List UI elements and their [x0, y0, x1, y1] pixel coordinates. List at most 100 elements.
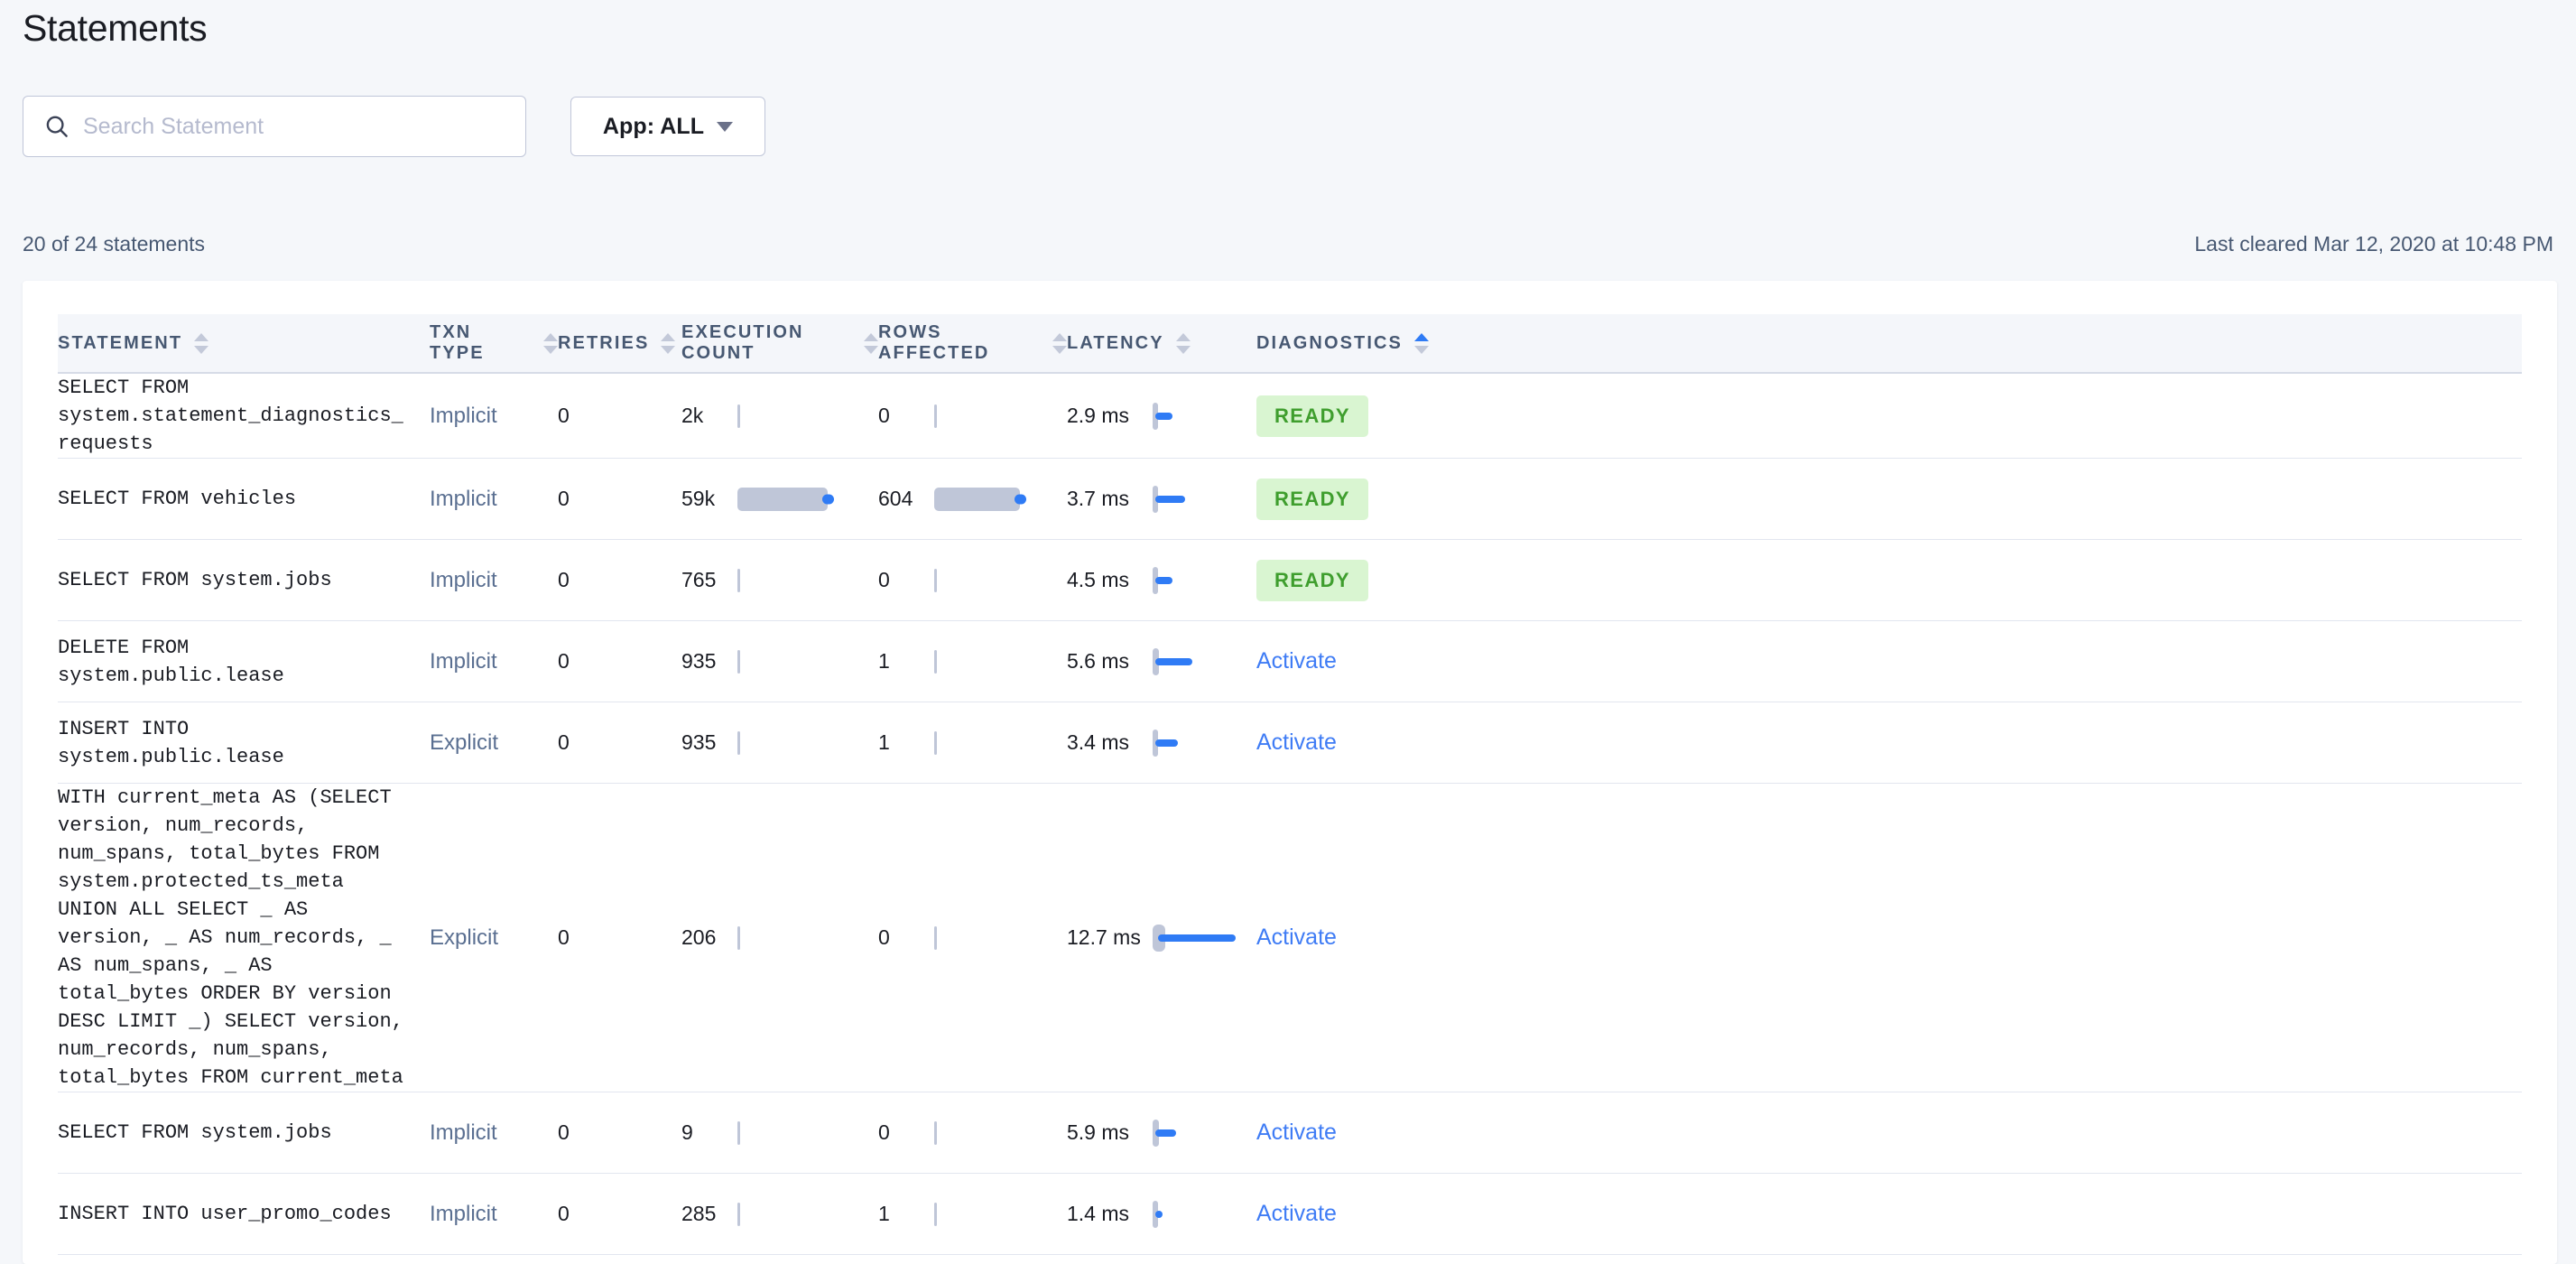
rows-affected-cell: 1	[878, 1202, 1067, 1227]
sort-toggle[interactable]	[543, 328, 558, 358]
sort-ascending-icon[interactable]	[194, 332, 209, 341]
sort-ascending-icon[interactable]	[543, 332, 558, 341]
column-header-diagnostics[interactable]: DIAGNOSTICS	[1256, 328, 2522, 358]
app-filter-label: App: ALL	[602, 113, 705, 139]
latency-value: 12.7 ms	[1067, 925, 1141, 949]
activate-diagnostics-link[interactable]: Activate	[1256, 1201, 1337, 1226]
rows-affected-bar-tick	[934, 730, 937, 755]
rows-affected-bar	[934, 404, 1067, 429]
latency-mean-line	[1155, 657, 1192, 665]
sort-ascending-icon[interactable]	[661, 332, 676, 341]
statement-text[interactable]: DELETE FROM system.public.lease	[58, 636, 284, 687]
latency-bar	[1153, 647, 1256, 676]
execution-count-bar	[737, 568, 878, 593]
sort-toggle[interactable]	[864, 328, 878, 358]
sort-toggle[interactable]	[1052, 328, 1067, 358]
execution-count-bar	[737, 1202, 878, 1227]
rows-affected-value: 0	[878, 568, 890, 591]
column-header-label: DIAGNOSTICS	[1256, 332, 1403, 353]
sort-ascending-icon[interactable]	[1175, 332, 1191, 341]
activate-diagnostics-link[interactable]: Activate	[1256, 730, 1337, 755]
rows-affected-bar-tick	[934, 404, 937, 428]
sort-descending-icon[interactable]	[864, 345, 878, 354]
table-row[interactable]: DELETE FROM system.public.lease Implicit 0…	[58, 621, 2522, 702]
sort-toggle[interactable]	[1414, 328, 1429, 358]
execution-count-cell: 2k	[681, 404, 878, 429]
sort-descending-icon[interactable]	[1175, 345, 1191, 354]
execution-count-bar-tick	[737, 404, 740, 428]
table-row[interactable]: SELECT FROM system.jobs Implicit 0 765 0 4.5 …	[58, 540, 2522, 621]
retries-value: 0	[558, 568, 570, 591]
statements-table-card: STATEMENT TXN TYPE RETRIES EXECUTION COUNT R…	[23, 281, 2557, 1264]
activate-diagnostics-link[interactable]: Activate	[1256, 648, 1337, 674]
column-header-retries[interactable]: RETRIES	[558, 328, 681, 358]
execution-count-bar	[737, 730, 878, 756]
search-box[interactable]	[23, 96, 526, 157]
column-header-latency[interactable]: LATENCY	[1067, 328, 1256, 358]
statements-table: STATEMENT TXN TYPE RETRIES EXECUTION COUNT R…	[58, 314, 2522, 1255]
table-row[interactable]: SELECT FROM system.jobs Implicit 0 9 0 5.9 ms…	[58, 1092, 2522, 1174]
diagnostics-cell: Activate	[1256, 1201, 2522, 1227]
statement-text[interactable]: SELECT FROM system.jobs	[58, 1121, 332, 1144]
diagnostics-cell: Activate	[1256, 925, 2522, 951]
latency-mean-line	[1154, 739, 1179, 747]
activate-diagnostics-link[interactable]: Activate	[1256, 1120, 1337, 1145]
txn-type-value: Implicit	[430, 403, 497, 428]
sort-toggle[interactable]	[194, 328, 209, 358]
retries-value: 0	[558, 730, 570, 754]
column-header-execution-count[interactable]: EXECUTION COUNT	[681, 322, 878, 364]
search-input[interactable]	[83, 108, 480, 144]
statement-count-label: 20 of 24 statements	[23, 232, 206, 256]
activate-diagnostics-link[interactable]: Activate	[1256, 925, 1337, 950]
column-header-txn-type[interactable]: TXN TYPE	[430, 322, 558, 364]
latency-cell: 5.6 ms	[1067, 647, 1256, 676]
column-header-rows-affected[interactable]: ROWS AFFECTED	[878, 322, 1067, 364]
latency-mean-line	[1155, 1129, 1176, 1137]
sort-descending-icon[interactable]	[1052, 345, 1067, 354]
latency-value: 3.4 ms	[1067, 730, 1130, 754]
statement-text[interactable]: SELECT FROM system.statement_diagnostics…	[58, 376, 403, 455]
page-title: Statements	[23, 7, 208, 49]
statement-text[interactable]: INSERT INTO system.public.lease	[58, 717, 284, 768]
sort-ascending-icon[interactable]	[1414, 332, 1429, 341]
execution-count-bar-tick	[737, 568, 740, 592]
latency-cell: 4.5 ms	[1067, 566, 1256, 595]
sort-ascending-icon[interactable]	[1052, 332, 1067, 341]
status-badge: READY	[1256, 395, 1369, 437]
rows-affected-value: 604	[878, 487, 913, 510]
sort-descending-icon[interactable]	[194, 345, 209, 354]
execution-count-cell: 206	[681, 925, 878, 951]
sort-descending-icon[interactable]	[661, 345, 676, 354]
rows-affected-value: 0	[878, 925, 890, 949]
latency-value: 5.9 ms	[1067, 1120, 1130, 1144]
rows-affected-bar-tick	[934, 649, 937, 674]
rows-affected-bar-fill	[934, 487, 1020, 511]
column-header-statement[interactable]: STATEMENT	[58, 328, 430, 358]
table-row[interactable]: SELECT FROM vehicles Implicit 0 59k 604 3.7 m…	[58, 459, 2522, 540]
sort-toggle[interactable]	[661, 328, 676, 358]
filter-controls: App: ALL	[23, 96, 765, 157]
sort-ascending-icon[interactable]	[864, 332, 878, 341]
diagnostics-cell: Activate	[1256, 730, 2522, 756]
app-filter-dropdown[interactable]: App: ALL	[570, 97, 765, 156]
sort-descending-icon[interactable]	[1414, 345, 1429, 354]
latency-cell: 2.9 ms	[1067, 402, 1256, 431]
statement-text[interactable]: WITH current_meta AS (SELECT version, nu…	[58, 786, 403, 1089]
table-row[interactable]: INSERT INTO user_promo_codes Implicit 0 285…	[58, 1174, 2522, 1255]
latency-value: 2.9 ms	[1067, 404, 1130, 427]
diagnostics-cell: READY	[1256, 395, 2522, 437]
statement-text[interactable]: SELECT FROM vehicles	[58, 488, 297, 510]
sort-toggle[interactable]	[1175, 328, 1191, 358]
latency-mean-line	[1154, 576, 1172, 584]
search-icon	[43, 113, 70, 140]
statement-text[interactable]: SELECT FROM system.jobs	[58, 569, 332, 591]
rows-affected-bar-tick	[934, 925, 937, 950]
txn-type-value: Explicit	[430, 925, 499, 950]
statement-text[interactable]: INSERT INTO user_promo_codes	[58, 1203, 392, 1225]
table-row[interactable]: SELECT FROM system.statement_diagnostics…	[58, 374, 2522, 459]
table-row[interactable]: WITH current_meta AS (SELECT version, nu…	[58, 784, 2522, 1092]
sort-descending-icon[interactable]	[543, 345, 558, 354]
rows-affected-bar	[934, 730, 1067, 756]
rows-affected-bar	[934, 487, 1067, 512]
table-row[interactable]: INSERT INTO system.public.lease Explicit 0…	[58, 702, 2522, 784]
